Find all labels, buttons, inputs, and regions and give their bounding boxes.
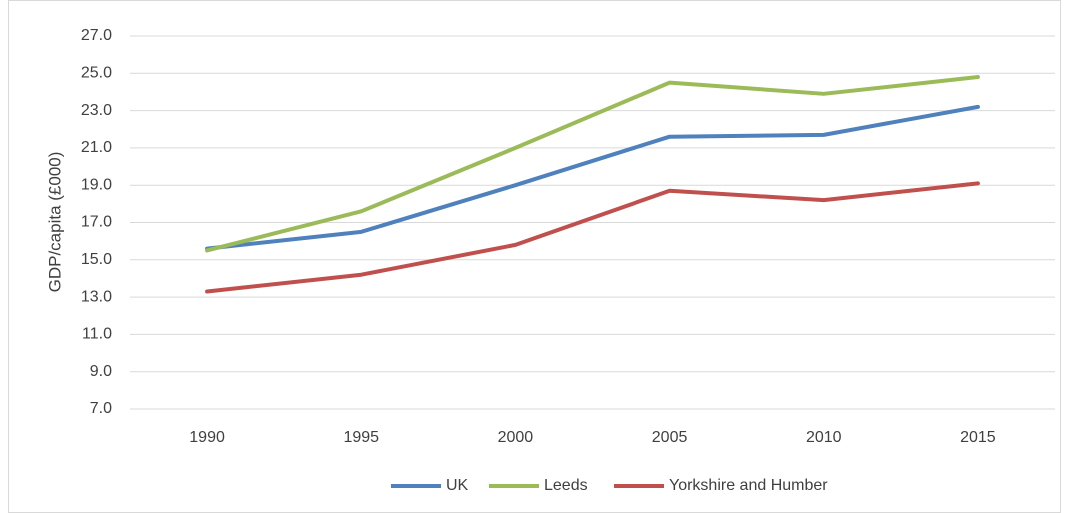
y-tick-label: 13.0 xyxy=(81,288,112,305)
y-tick-label: 9.0 xyxy=(90,363,112,380)
y-tick-label: 15.0 xyxy=(81,251,112,268)
x-tick-label: 1990 xyxy=(189,429,225,446)
x-tick-label: 1995 xyxy=(343,429,379,446)
chart-frame xyxy=(8,0,1061,513)
line-series xyxy=(205,104,980,251)
x-tick-label: 2015 xyxy=(960,429,996,446)
y-axis-label: GDP/capita (£000) xyxy=(45,152,64,293)
y-tick-label: 17.0 xyxy=(81,214,112,231)
y-tick-label: 21.0 xyxy=(81,139,112,156)
y-tick-label: 25.0 xyxy=(81,65,112,82)
x-tick-label: 2005 xyxy=(652,429,688,446)
y-tick-label: 19.0 xyxy=(81,176,112,193)
legend-label: Yorkshire and Humber xyxy=(669,477,828,494)
x-tick-label: 2010 xyxy=(806,429,842,446)
y-tick-label: 7.0 xyxy=(90,400,112,417)
line-series xyxy=(205,181,980,294)
line-series xyxy=(205,75,980,253)
legend-label: Leeds xyxy=(544,477,588,494)
y-tick-label: 27.0 xyxy=(81,27,112,44)
y-tick-label: 23.0 xyxy=(81,102,112,119)
x-tick-label: 2000 xyxy=(498,429,534,446)
legend-label: UK xyxy=(446,477,469,494)
y-tick-label: 11.0 xyxy=(82,326,112,343)
